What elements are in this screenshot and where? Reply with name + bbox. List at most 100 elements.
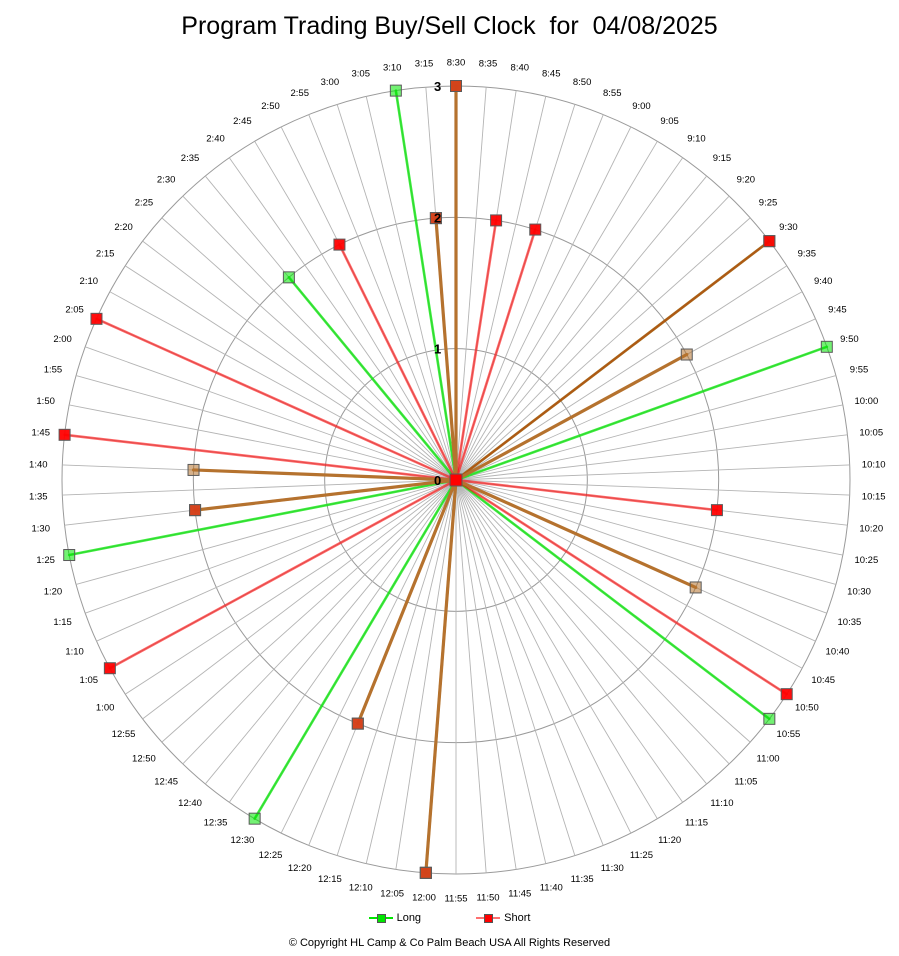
spoke-11-20 xyxy=(455,479,658,819)
spoke-label-1-40: 1:40 xyxy=(29,459,48,470)
spoke-label-3-15: 3:15 xyxy=(415,59,434,70)
neutral-marker-1-40 xyxy=(187,463,200,476)
spoke-label-2-55: 2:55 xyxy=(290,88,309,99)
short-marker-2-05 xyxy=(90,312,103,325)
spoke-label-11-25: 11:25 xyxy=(630,850,653,861)
spoke-label-10-35: 10:35 xyxy=(838,617,862,628)
spoke-label-9-00: 9:00 xyxy=(632,101,651,112)
spoke-label-10-40: 10:40 xyxy=(826,646,850,657)
short-line-1-45 xyxy=(63,433,458,482)
spoke-label-9-35: 9:35 xyxy=(798,248,817,259)
spoke-11-00 xyxy=(455,479,751,743)
spoke-label-11-40: 11:40 xyxy=(540,883,563,894)
spoke-2-55 xyxy=(308,114,457,481)
spoke-10-30 xyxy=(455,479,837,585)
spoke-1-20 xyxy=(75,479,457,585)
series-layer xyxy=(63,84,829,875)
spoke-12-55 xyxy=(142,479,457,720)
spoke-label-2-35: 2:35 xyxy=(181,153,200,164)
spoke-label-1-50: 1:50 xyxy=(36,396,55,407)
spoke-label-11-15: 11:15 xyxy=(685,817,708,828)
spoke-label-9-40: 9:40 xyxy=(814,276,833,287)
spoke-label-1-25: 1:25 xyxy=(36,555,55,566)
long-marker-9-50 xyxy=(820,340,833,353)
chart-title: Program Trading Buy/Sell Clock for 04/08… xyxy=(181,12,718,40)
spoke-9-55 xyxy=(455,375,837,481)
center-marker xyxy=(449,473,463,487)
spoke-label-1-10: 1:10 xyxy=(65,646,84,657)
neutral-marker-3-15 xyxy=(429,212,442,225)
spoke-3-00 xyxy=(336,104,457,481)
spoke-10-35 xyxy=(455,479,827,614)
spoke-label-9-45: 9:45 xyxy=(828,305,847,316)
spoke-label-1-30: 1:30 xyxy=(32,523,51,534)
spoke-1-50 xyxy=(69,404,457,481)
spoke-12-45 xyxy=(182,479,457,765)
spoke-label-2-50: 2:50 xyxy=(261,101,280,112)
spoke-label-10-00: 10:00 xyxy=(854,396,878,407)
short-marker-1-45 xyxy=(58,428,71,441)
spoke-9-45 xyxy=(455,318,816,481)
neutral-marker-8-30 xyxy=(450,80,462,92)
spoke-11-35 xyxy=(455,479,576,856)
spoke-label-10-05: 10:05 xyxy=(859,428,883,439)
short-line-2-50 xyxy=(338,243,458,482)
spoke-2-25 xyxy=(161,217,457,481)
spoke-11-25 xyxy=(455,479,632,834)
spoke-label-2-40: 2:40 xyxy=(206,134,225,145)
spoke-12-05 xyxy=(395,479,457,870)
neutral-marker-12-00 xyxy=(419,866,432,879)
spoke-label-1-15: 1:15 xyxy=(53,617,72,628)
ring-labels-layer: 0 1 2 3 xyxy=(434,79,441,488)
spoke-12-35 xyxy=(228,479,457,803)
spoke-label-2-45: 2:45 xyxy=(233,116,252,127)
spoke-label-3-10: 3:10 xyxy=(383,62,402,73)
legend-item-short[interactable]: Short xyxy=(476,912,530,924)
spoke-9-20 xyxy=(455,195,730,481)
short-line-10-20 xyxy=(454,478,719,512)
spoke-12-15 xyxy=(336,479,457,856)
spoke-9-10 xyxy=(455,157,684,481)
spoke-9-25 xyxy=(455,217,751,481)
neutral-line-10-40 xyxy=(454,478,698,590)
short-marker-1-05 xyxy=(103,662,116,675)
legend-item-long[interactable]: Long xyxy=(368,912,421,924)
spoke-10-05 xyxy=(455,434,848,481)
neutral-line-1-40 xyxy=(191,468,458,482)
long-line-2-35 xyxy=(287,276,458,482)
short-line-8-50 xyxy=(454,228,537,482)
neutral-line-1-30 xyxy=(193,478,458,512)
spoke-label-12-15: 12:15 xyxy=(318,874,342,885)
long-line-12-30 xyxy=(253,478,458,820)
spoke-12-50 xyxy=(161,479,457,743)
legend-swatch-short xyxy=(476,914,501,924)
spoke-label-12-10: 12:10 xyxy=(349,883,373,894)
spoke-11-50 xyxy=(455,479,487,873)
long-line-1-25 xyxy=(67,478,458,557)
spoke-label-1-55: 1:55 xyxy=(44,365,63,376)
spoke-label-12-30: 12:30 xyxy=(231,835,255,846)
spoke-2-45 xyxy=(254,141,457,481)
spoke-label-1-35: 1:35 xyxy=(29,492,48,503)
short-line-2-05 xyxy=(95,317,458,482)
neutral-marker-10-40 xyxy=(689,581,702,594)
spoke-label-2-10: 2:10 xyxy=(80,276,99,287)
spoke-label-8-55: 8:55 xyxy=(603,88,622,99)
spoke-2-30 xyxy=(182,195,457,481)
spoke-8-45 xyxy=(455,96,547,481)
spoke-1-35 xyxy=(62,479,457,496)
spoke-label-3-05: 3:05 xyxy=(352,68,371,79)
legend-swatch-long xyxy=(368,914,393,924)
neutral-line-9-40 xyxy=(454,352,689,482)
spoke-10-00 xyxy=(455,404,843,481)
spoke-label-1-45: 1:45 xyxy=(32,428,51,439)
long-marker-3-10 xyxy=(389,84,402,97)
spoke-label-9-50: 9:50 xyxy=(840,334,859,345)
legend: Long Short xyxy=(0,912,899,924)
long-marker-2-35 xyxy=(282,271,295,284)
short-marker-2-50 xyxy=(333,238,346,251)
spoke-label-9-55: 9:55 xyxy=(850,365,869,376)
spoke-label-12-40: 12:40 xyxy=(178,798,202,809)
spoke-label-12-05: 12:05 xyxy=(380,889,404,900)
spoke-label-11-35: 11:35 xyxy=(571,874,594,885)
